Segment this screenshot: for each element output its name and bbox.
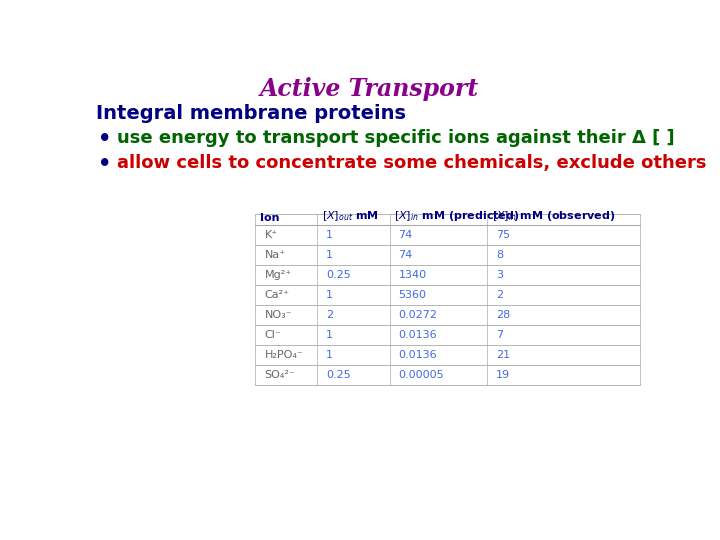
Text: 1340: 1340 (399, 270, 427, 280)
Text: 75: 75 (496, 230, 510, 240)
Text: 0.0272: 0.0272 (399, 310, 438, 320)
Text: SO₄²⁻: SO₄²⁻ (265, 369, 295, 380)
Text: 1: 1 (326, 349, 333, 360)
Text: Ca²⁺: Ca²⁺ (265, 290, 289, 300)
Text: $[X]_{in}$ mM (predicted): $[X]_{in}$ mM (predicted) (394, 209, 520, 223)
Text: 2: 2 (496, 290, 503, 300)
Text: H₂PO₄⁻: H₂PO₄⁻ (265, 349, 303, 360)
Text: 0.0136: 0.0136 (399, 349, 437, 360)
Text: $[X]_{in}$ mM (observed): $[X]_{in}$ mM (observed) (492, 209, 615, 223)
Text: 0.00005: 0.00005 (399, 369, 444, 380)
Text: use energy to transport specific ions against their Δ [ ]: use energy to transport specific ions ag… (117, 129, 675, 147)
Text: Na⁺: Na⁺ (265, 250, 286, 260)
Text: 28: 28 (496, 310, 510, 320)
Text: 0.25: 0.25 (326, 270, 351, 280)
Text: •: • (99, 154, 112, 174)
Text: Active Transport: Active Transport (259, 77, 479, 102)
Text: 21: 21 (496, 349, 510, 360)
Text: 8: 8 (496, 250, 503, 260)
Text: 1: 1 (326, 250, 333, 260)
Text: •: • (99, 129, 112, 149)
Text: 1: 1 (326, 230, 333, 240)
Text: 5360: 5360 (399, 290, 426, 300)
Text: 19: 19 (496, 369, 510, 380)
Text: 1: 1 (326, 290, 333, 300)
Text: 2: 2 (326, 310, 333, 320)
Text: 74: 74 (399, 230, 413, 240)
Text: Cl⁻: Cl⁻ (265, 329, 282, 340)
Text: $[X]_{out}$ mM: $[X]_{out}$ mM (322, 209, 379, 223)
Text: 74: 74 (399, 250, 413, 260)
Text: allow cells to concentrate some chemicals, exclude others: allow cells to concentrate some chemical… (117, 154, 706, 172)
Text: Mg²⁺: Mg²⁺ (265, 270, 292, 280)
Text: 0.0136: 0.0136 (399, 329, 437, 340)
Text: 3: 3 (496, 270, 503, 280)
Text: Ion: Ion (260, 213, 279, 223)
Text: 7: 7 (496, 329, 503, 340)
Text: NO₃⁻: NO₃⁻ (265, 310, 292, 320)
Text: Integral membrane proteins: Integral membrane proteins (96, 104, 405, 123)
Text: 0.25: 0.25 (326, 369, 351, 380)
Text: K⁺: K⁺ (265, 230, 278, 240)
Text: 1: 1 (326, 329, 333, 340)
